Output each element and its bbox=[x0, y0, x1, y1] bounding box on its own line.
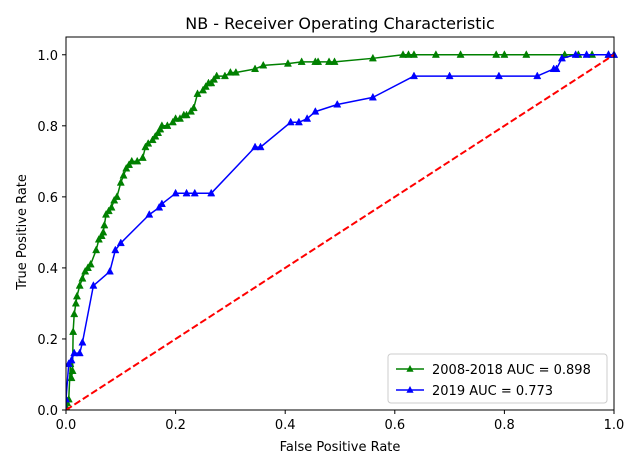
data-point-1-10 bbox=[116, 238, 125, 247]
data-point-0-56 bbox=[226, 67, 235, 76]
y-tick-label-2: 0.4 bbox=[37, 262, 58, 277]
data-point-1-8 bbox=[105, 266, 114, 275]
data-point-0-70 bbox=[431, 50, 440, 58]
data-point-0-32 bbox=[138, 153, 147, 161]
data-point-0-39 bbox=[157, 121, 166, 129]
data-point-1-34 bbox=[582, 50, 591, 58]
data-point-0-68 bbox=[404, 50, 413, 58]
data-point-0-71 bbox=[456, 50, 465, 58]
data-point-1-22 bbox=[303, 114, 312, 122]
data-point-0-74 bbox=[522, 50, 531, 58]
data-point-1-21 bbox=[294, 117, 303, 126]
data-point-0-19 bbox=[99, 227, 108, 236]
data-point-1-3 bbox=[67, 355, 76, 364]
data-point-0-64 bbox=[325, 57, 334, 65]
data-point-1-19 bbox=[256, 142, 265, 151]
legend-label-0: 2008-2018 AUC = 0.898 bbox=[432, 363, 591, 378]
data-point-1-29 bbox=[533, 71, 542, 80]
data-point-0-54 bbox=[212, 71, 221, 80]
series-group bbox=[66, 50, 619, 410]
data-point-0-6 bbox=[68, 366, 77, 374]
data-point-1-18 bbox=[251, 142, 260, 151]
data-point-0-16 bbox=[92, 245, 101, 254]
data-point-1-25 bbox=[368, 92, 377, 101]
legend-label-1: 2019 AUC = 0.773 bbox=[432, 384, 553, 399]
legend-marker-1 bbox=[406, 386, 414, 393]
data-point-0-20 bbox=[100, 220, 109, 229]
y-tick-label-3: 0.6 bbox=[37, 191, 58, 206]
y-tick-label-0: 0.0 bbox=[37, 404, 58, 419]
data-point-0-7 bbox=[69, 327, 78, 335]
data-point-0-66 bbox=[368, 53, 377, 62]
data-point-1-13 bbox=[157, 199, 166, 208]
x-tick-label-5: 1.0 bbox=[604, 418, 625, 433]
data-point-1-27 bbox=[445, 71, 454, 80]
data-point-1-15 bbox=[182, 188, 191, 197]
y-tick-label-1: 0.2 bbox=[37, 333, 58, 348]
data-point-1-24 bbox=[333, 99, 342, 108]
data-point-0-65 bbox=[330, 57, 339, 65]
data-point-0-5 bbox=[67, 373, 76, 382]
legend-box bbox=[387, 353, 608, 404]
data-point-1-23 bbox=[311, 107, 320, 115]
data-point-0-59 bbox=[259, 60, 268, 69]
data-point-0-58 bbox=[251, 64, 260, 73]
data-point-1-9 bbox=[111, 245, 120, 254]
data-point-1-1 bbox=[66, 394, 71, 403]
y-tick-label-5: 1.0 bbox=[37, 49, 58, 64]
data-point-0-72 bbox=[492, 50, 501, 58]
data-point-1-11 bbox=[145, 210, 154, 218]
data-point-0-10 bbox=[72, 291, 81, 300]
legend: 2008-2018 AUC = 0.898 2019 AUC = 0.773 bbox=[387, 353, 608, 404]
data-point-1-4 bbox=[70, 348, 79, 357]
series-line-2 bbox=[66, 53, 615, 410]
x-tick-label-2: 0.4 bbox=[275, 418, 296, 433]
data-point-1-7 bbox=[89, 281, 98, 289]
data-point-0-67 bbox=[399, 50, 408, 58]
data-point-0-61 bbox=[297, 57, 306, 65]
data-point-0-69 bbox=[409, 50, 418, 58]
y-axis-label: True Positive Rate bbox=[15, 174, 30, 291]
x-tick-label-3: 0.6 bbox=[384, 418, 405, 433]
data-point-1-16 bbox=[190, 188, 199, 197]
data-point-1-28 bbox=[494, 71, 503, 80]
x-tick-label-0: 0.0 bbox=[56, 418, 77, 433]
data-point-0-63 bbox=[314, 57, 323, 65]
legend-marker-0 bbox=[406, 365, 414, 372]
data-point-0-23 bbox=[107, 202, 116, 211]
data-point-1-17 bbox=[207, 188, 216, 197]
data-point-1-6 bbox=[78, 337, 87, 346]
data-point-0-26 bbox=[116, 178, 125, 186]
y-tick-label-4: 0.8 bbox=[37, 120, 58, 135]
data-point-1-5 bbox=[75, 348, 84, 357]
data-point-0-30 bbox=[127, 156, 136, 165]
data-point-1-20 bbox=[286, 117, 295, 126]
data-point-0-60 bbox=[283, 59, 292, 67]
data-point-0-9 bbox=[71, 298, 80, 307]
data-point-0-73 bbox=[500, 50, 509, 58]
data-point-0-15 bbox=[86, 259, 95, 268]
x-tick-label-4: 0.8 bbox=[494, 418, 515, 433]
data-point-0-8 bbox=[70, 309, 79, 318]
data-point-1-32 bbox=[557, 53, 566, 62]
data-point-1-31 bbox=[552, 64, 561, 73]
x-axis-label: False Positive Rate bbox=[280, 440, 401, 455]
data-point-0-27 bbox=[119, 171, 128, 179]
data-point-0-11 bbox=[75, 281, 84, 289]
data-point-1-33 bbox=[571, 50, 580, 58]
data-point-1-14 bbox=[171, 188, 180, 197]
data-point-1-26 bbox=[409, 71, 418, 80]
axes-frame bbox=[65, 36, 615, 411]
data-point-0-12 bbox=[78, 274, 87, 282]
plot-area: 0.0 0.2 0.4 0.6 0.8 1.0 0.0 0.2 0.4 0.6 0.8 1.0 2008… bbox=[37, 36, 625, 433]
data-point-0-25 bbox=[112, 192, 121, 200]
data-point-0-57 bbox=[231, 67, 240, 76]
data-point-0-47 bbox=[189, 103, 198, 112]
chart-title: NB - Receiver Operating Characteristic bbox=[185, 14, 495, 33]
x-tick-label-1: 0.2 bbox=[165, 418, 186, 433]
